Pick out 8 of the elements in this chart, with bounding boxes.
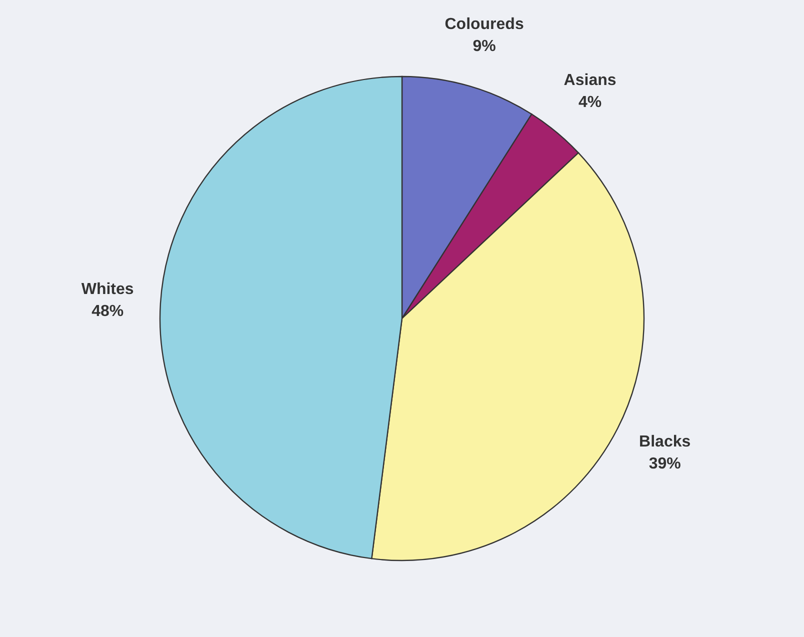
data-label: 4% xyxy=(578,94,602,112)
slice-label: Blacks xyxy=(639,433,691,450)
slice-label: Coloureds xyxy=(444,16,524,34)
data-label: 48% xyxy=(92,302,124,320)
slice-label: Asians xyxy=(564,72,616,90)
data-label: 39% xyxy=(648,455,681,472)
data-label: 9% xyxy=(472,38,496,56)
slice-label: Whites xyxy=(81,280,134,298)
